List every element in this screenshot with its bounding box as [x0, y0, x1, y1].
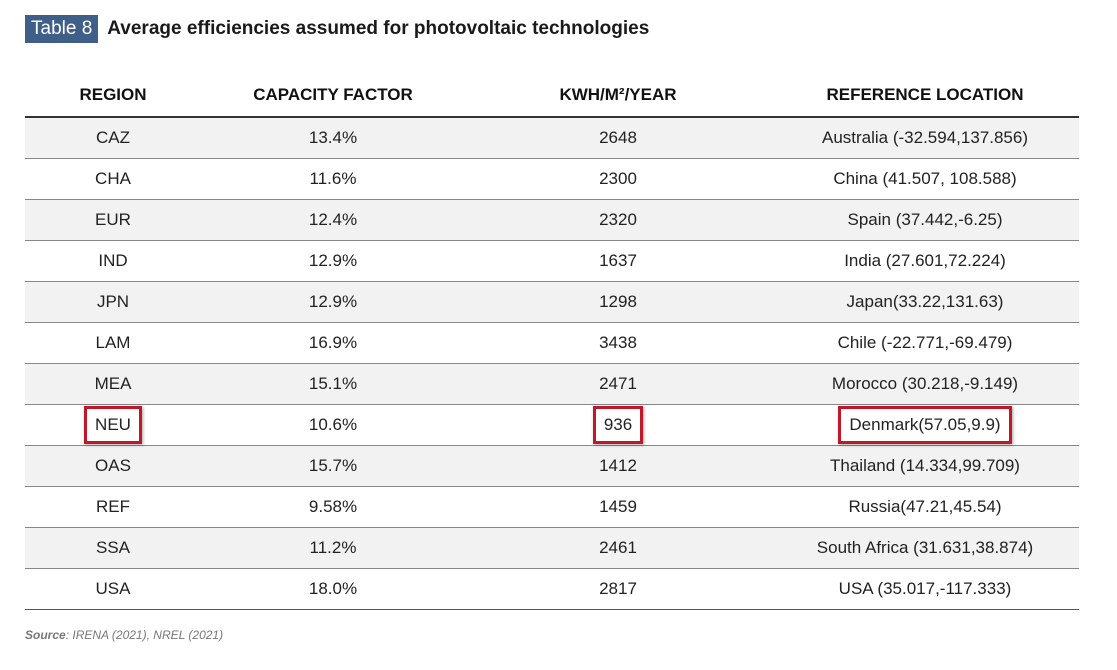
table-row: SSA 11.2% 2461 South Africa (31.631,38.874) [25, 527, 1079, 569]
highlight-box: 936 [592, 406, 644, 444]
kwh-cell: 2817 [465, 568, 771, 610]
reference-location-cell: Denmark(57.05,9.9) [771, 404, 1079, 446]
capacity-factor-cell: 16.9% [201, 322, 465, 364]
capacity-factor-cell: 9.58% [201, 486, 465, 528]
table-title-row: Table 8 Average efficiencies assumed for… [25, 15, 649, 43]
table-row: IND 12.9% 1637 India (27.601,72.224) [25, 240, 1079, 282]
reference-location-cell: Australia (-32.594,137.856) [771, 117, 1079, 159]
kwh-cell: 3438 [465, 322, 771, 364]
region-cell: EUR [25, 199, 201, 241]
kwh-cell: 2648 [465, 117, 771, 159]
table-row: CAZ 13.4% 2648 Australia (-32.594,137.856) [25, 117, 1079, 159]
region-cell: CAZ [25, 117, 201, 159]
reference-location-cell: India (27.601,72.224) [771, 240, 1079, 282]
region-cell: REF [25, 486, 201, 528]
table-row: CHA 11.6% 2300 China (41.507, 108.588) [25, 158, 1079, 200]
table-row: JPN 12.9% 1298 Japan(33.22,131.63) [25, 281, 1079, 323]
column-header-reference-location: REFERENCE LOCATION [771, 74, 1079, 118]
capacity-factor-cell: 12.9% [201, 240, 465, 282]
kwh-cell: 2300 [465, 158, 771, 200]
reference-location-cell: USA (35.017,-117.333) [771, 568, 1079, 610]
reference-location-cell: Morocco (30.218,-9.149) [771, 363, 1079, 405]
capacity-factor-cell: 12.9% [201, 281, 465, 323]
reference-location-cell: Russia(47.21,45.54) [771, 486, 1079, 528]
kwh-cell: 2320 [465, 199, 771, 241]
highlight-box: NEU [84, 406, 142, 444]
reference-location-cell: Japan(33.22,131.63) [771, 281, 1079, 323]
column-header-kwh: KWH/M²/YEAR [465, 74, 771, 118]
reference-location-cell: Spain (37.442,-6.25) [771, 199, 1079, 241]
kwh-cell: 1412 [465, 445, 771, 487]
table-row: USA 18.0% 2817 USA (35.017,-117.333) [25, 568, 1079, 610]
reference-location-cell: Thailand (14.334,99.709) [771, 445, 1079, 487]
kwh-cell: 1459 [465, 486, 771, 528]
table-row: LAM 16.9% 3438 Chile (-22.771,-69.479) [25, 322, 1079, 364]
source-text: : IRENA (2021), NREL (2021) [65, 628, 224, 642]
region-cell: NEU [25, 404, 201, 446]
capacity-factor-cell: 15.7% [201, 445, 465, 487]
header-row: REGION CAPACITY FACTOR KWH/M²/YEAR REFER… [25, 74, 1079, 118]
region-cell: OAS [25, 445, 201, 487]
region-cell: SSA [25, 527, 201, 569]
region-cell: MEA [25, 363, 201, 405]
source-note: Source: IRENA (2021), NREL (2021) [25, 628, 223, 642]
region-cell: CHA [25, 158, 201, 200]
column-header-capacity-factor: CAPACITY FACTOR [201, 74, 465, 118]
source-label: Source [25, 628, 66, 642]
capacity-factor-cell: 12.4% [201, 199, 465, 241]
highlight-box: Denmark(57.05,9.9) [838, 406, 1012, 444]
table-body: CAZ 13.4% 2648 Australia (-32.594,137.856) C… [25, 117, 1079, 610]
table-row: REF 9.58% 1459 Russia(47.21,45.54) [25, 486, 1079, 528]
capacity-factor-cell: 18.0% [201, 568, 465, 610]
kwh-cell: 1637 [465, 240, 771, 282]
kwh-cell: 936 [465, 404, 771, 446]
efficiency-table: REGION CAPACITY FACTOR KWH/M²/YEAR REFER… [25, 74, 1079, 610]
table-title: Average efficiencies assumed for photovo… [107, 18, 650, 39]
kwh-cell: 2471 [465, 363, 771, 405]
region-cell: JPN [25, 281, 201, 323]
table-number-badge: Table 8 [25, 15, 99, 43]
reference-location-cell: China (41.507, 108.588) [771, 158, 1079, 200]
capacity-factor-cell: 11.2% [201, 527, 465, 569]
capacity-factor-cell: 15.1% [201, 363, 465, 405]
region-cell: IND [25, 240, 201, 282]
table-header: REGION CAPACITY FACTOR KWH/M²/YEAR REFER… [25, 74, 1079, 118]
table-row: NEU 10.6% 936 Denmark(57.05,9.9) [25, 404, 1079, 446]
table-row: EUR 12.4% 2320 Spain (37.442,-6.25) [25, 199, 1079, 241]
reference-location-cell: Chile (-22.771,-69.479) [771, 322, 1079, 364]
region-cell: LAM [25, 322, 201, 364]
kwh-cell: 1298 [465, 281, 771, 323]
table-row: MEA 15.1% 2471 Morocco (30.218,-9.149) [25, 363, 1079, 405]
reference-location-cell: South Africa (31.631,38.874) [771, 527, 1079, 569]
region-cell: USA [25, 568, 201, 610]
capacity-factor-cell: 10.6% [201, 404, 465, 446]
capacity-factor-cell: 13.4% [201, 117, 465, 159]
capacity-factor-cell: 11.6% [201, 158, 465, 200]
kwh-cell: 2461 [465, 527, 771, 569]
column-header-region: REGION [25, 74, 201, 118]
table-row: OAS 15.7% 1412 Thailand (14.334,99.709) [25, 445, 1079, 487]
